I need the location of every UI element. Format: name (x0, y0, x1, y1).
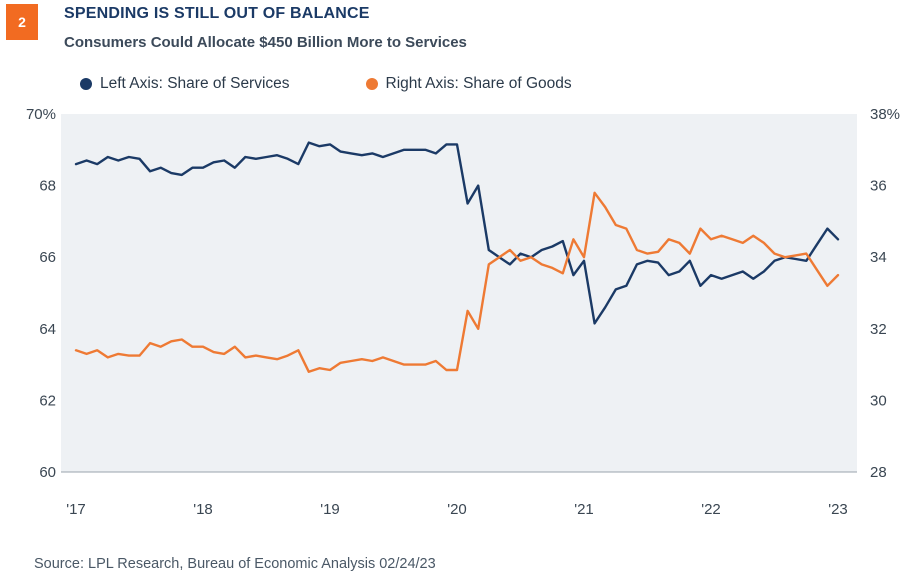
right-axis-tick-label: 38% (870, 106, 900, 123)
legend-label-goods: Right Axis: Share of Goods (385, 75, 572, 92)
services-series-line (74, 141, 840, 325)
right-axis-tick-label: 28 (870, 464, 887, 481)
chart-title: SPENDING IS STILL OUT OF BALANCE (64, 5, 370, 22)
left-axis-tick-label: 70% (26, 106, 56, 123)
series-layer (74, 141, 840, 373)
right-axis-ticks: 38% 36 34 32 30 28 (870, 106, 900, 481)
services-legend-marker (80, 78, 92, 90)
legend-item-services: Left Axis: Share of Services (80, 75, 290, 93)
right-axis-tick-label: 36 (870, 178, 887, 195)
right-axis-tick-label: 34 (870, 249, 887, 266)
legend: Left Axis: Share of Services Right Axis:… (80, 75, 572, 93)
right-axis-tick-label: 30 (870, 392, 887, 409)
source-note: Source: LPL Research, Bureau of Economic… (34, 556, 436, 572)
legend-item-goods: Right Axis: Share of Goods (365, 75, 572, 93)
goods-series-line (74, 191, 840, 373)
figure-number-badge: 2 (6, 4, 38, 40)
x-axis-tick-label: '20 (447, 501, 467, 518)
x-axis-tick-label: '21 (574, 501, 594, 518)
chart-subtitle: Consumers Could Allocate $450 Billion Mo… (64, 34, 467, 51)
left-axis-tick-label: 66 (39, 249, 56, 266)
left-axis-ticks: 70% 68 66 64 62 60 (26, 106, 56, 481)
goods-legend-marker (365, 78, 378, 90)
x-axis-tick-label: '18 (193, 501, 213, 518)
legend-label-services: Left Axis: Share of Services (100, 75, 290, 92)
x-axis-tick-label: '22 (701, 501, 721, 518)
left-axis-tick-label: 62 (39, 392, 56, 409)
x-axis-tick-label: '23 (828, 501, 848, 518)
left-axis-tick-label: 60 (39, 464, 56, 481)
x-axis-ticks: '17 '18 '19 '20 '21 '22 '23 (66, 501, 848, 518)
left-axis-tick-label: 64 (39, 321, 56, 338)
right-axis-tick-label: 32 (870, 321, 887, 338)
x-axis-tick-label: '17 (66, 501, 86, 518)
x-axis-tick-label: '19 (320, 501, 340, 518)
left-axis-tick-label: 68 (39, 178, 56, 195)
plot-area (61, 114, 857, 472)
